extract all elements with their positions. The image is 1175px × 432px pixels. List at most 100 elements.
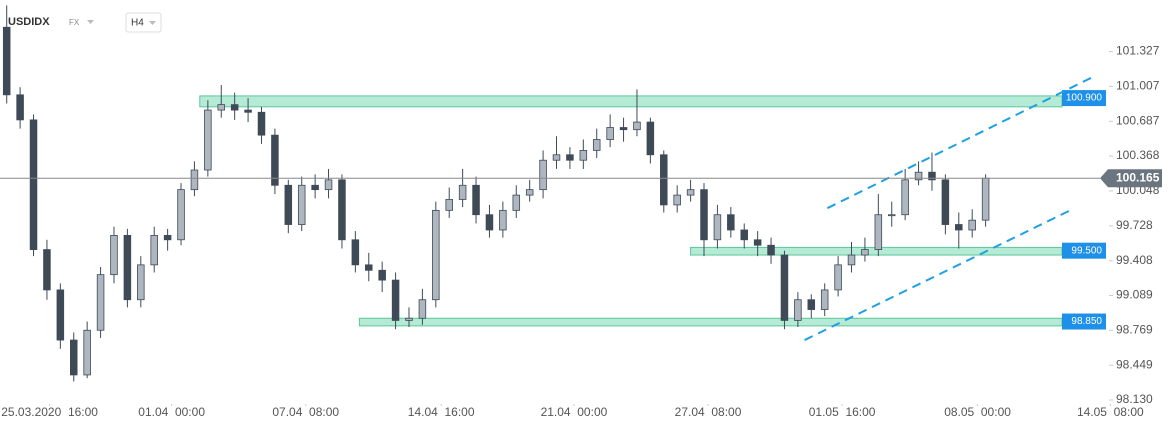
candle-body [660, 154, 668, 206]
x-tick-label: 01.04 00:00 [138, 405, 205, 419]
candle-body [753, 239, 762, 246]
trend-line [826, 75, 1095, 210]
candle-body [727, 214, 735, 231]
trend-line [804, 209, 1071, 341]
candle-body [633, 121, 641, 131]
candle-body [297, 184, 306, 225]
dropdown-arrow[interactable] [149, 21, 156, 25]
candle-body [29, 119, 38, 250]
x-tick-label: 25.03.2020 16:00 [1, 405, 98, 419]
y-tick-label: 101.007 [1116, 79, 1160, 93]
candle-body [338, 179, 346, 241]
candle-body [686, 189, 695, 196]
symbol[interactable]: USDIDX [8, 16, 50, 28]
candle-body [981, 177, 990, 221]
candle-body [525, 189, 534, 196]
candle-body [271, 134, 279, 186]
candle-body [539, 159, 547, 191]
candle-body [150, 235, 158, 266]
candle-body [740, 229, 748, 241]
candle-body [780, 254, 789, 321]
price-label-box [1100, 169, 1162, 188]
candle-body [807, 299, 816, 310]
candle-body [365, 264, 373, 271]
candle-body [579, 150, 588, 161]
candle-body [861, 249, 869, 256]
x-tick-label: 14.04 16:00 [408, 405, 475, 419]
market: FX [69, 18, 80, 27]
candle-body [351, 239, 360, 266]
x-tick-label: 14.05 08:00 [1077, 405, 1144, 419]
y-tick-label: 98.449 [1116, 357, 1153, 371]
candle-body [592, 139, 601, 151]
candle-body [418, 299, 427, 319]
candle-body [83, 329, 91, 376]
candle-body [284, 184, 293, 225]
candle-body [914, 171, 923, 181]
candle-body [70, 339, 78, 376]
price-label: 100.165 [1116, 170, 1160, 184]
dropdown-arrow[interactable] [87, 20, 94, 24]
candle-body [847, 254, 856, 266]
timeframe[interactable]: H4 [131, 18, 144, 29]
candle-body [499, 209, 507, 231]
candle-body [311, 184, 319, 191]
y-tick-label: 101.327 [1116, 44, 1160, 58]
candle-body [874, 214, 883, 250]
candle-body [257, 111, 266, 136]
candle-body [123, 235, 132, 301]
candle-body [378, 269, 386, 281]
x-tick-label: 27.04 08:00 [675, 405, 742, 419]
x-tick-label: 01.05 16:00 [809, 405, 876, 419]
zone-label: 98.850 [1071, 316, 1102, 327]
candle-body [901, 179, 909, 216]
candle-body [713, 214, 722, 241]
y-tick-label: 99.728 [1116, 218, 1153, 232]
candle-body [834, 264, 842, 291]
candle-body [512, 194, 521, 211]
y-tick-label: 98.769 [1116, 323, 1153, 337]
candle-body [941, 179, 950, 225]
candle-body [619, 127, 628, 131]
candle-body [137, 264, 145, 301]
candle-body [177, 189, 185, 241]
candle-body [56, 289, 65, 341]
candle-body [700, 189, 708, 241]
candle-body [767, 244, 775, 256]
candle-body [794, 299, 802, 321]
candle-body [163, 235, 172, 241]
candle-body [405, 317, 413, 321]
candle-body [458, 184, 467, 200]
candle-body [230, 104, 239, 111]
candle-body [552, 154, 561, 161]
candle-body [204, 109, 212, 171]
x-tick-label: 21.04 00:00 [541, 405, 608, 419]
zone-label-box [1062, 313, 1106, 330]
y-tick-label: 99.408 [1116, 253, 1153, 267]
y-tick-label: 100.687 [1116, 113, 1160, 127]
candle-body [566, 154, 574, 161]
candle-body [472, 184, 480, 216]
candle-body [244, 109, 252, 113]
candle-body [887, 214, 896, 217]
candle-body [673, 194, 681, 206]
candle-body [110, 235, 118, 276]
candle-body [646, 121, 655, 156]
zone [199, 95, 1063, 108]
timeframe-box[interactable] [125, 12, 162, 33]
zone-label: 99.500 [1071, 245, 1102, 256]
candle-body [324, 179, 333, 191]
zone-label-box [1062, 242, 1106, 259]
candle-body [16, 94, 24, 121]
zone-label-box [1062, 90, 1106, 107]
y-tick-label: 98.130 [1116, 392, 1153, 406]
candle-body [820, 289, 829, 310]
candle-body [217, 104, 226, 111]
x-tick-label: 08.05 00:00 [944, 405, 1011, 419]
zone [358, 317, 1063, 327]
y-tick-label: 100.368 [1116, 148, 1160, 162]
candle-body [928, 171, 936, 181]
candle-body [432, 209, 440, 301]
